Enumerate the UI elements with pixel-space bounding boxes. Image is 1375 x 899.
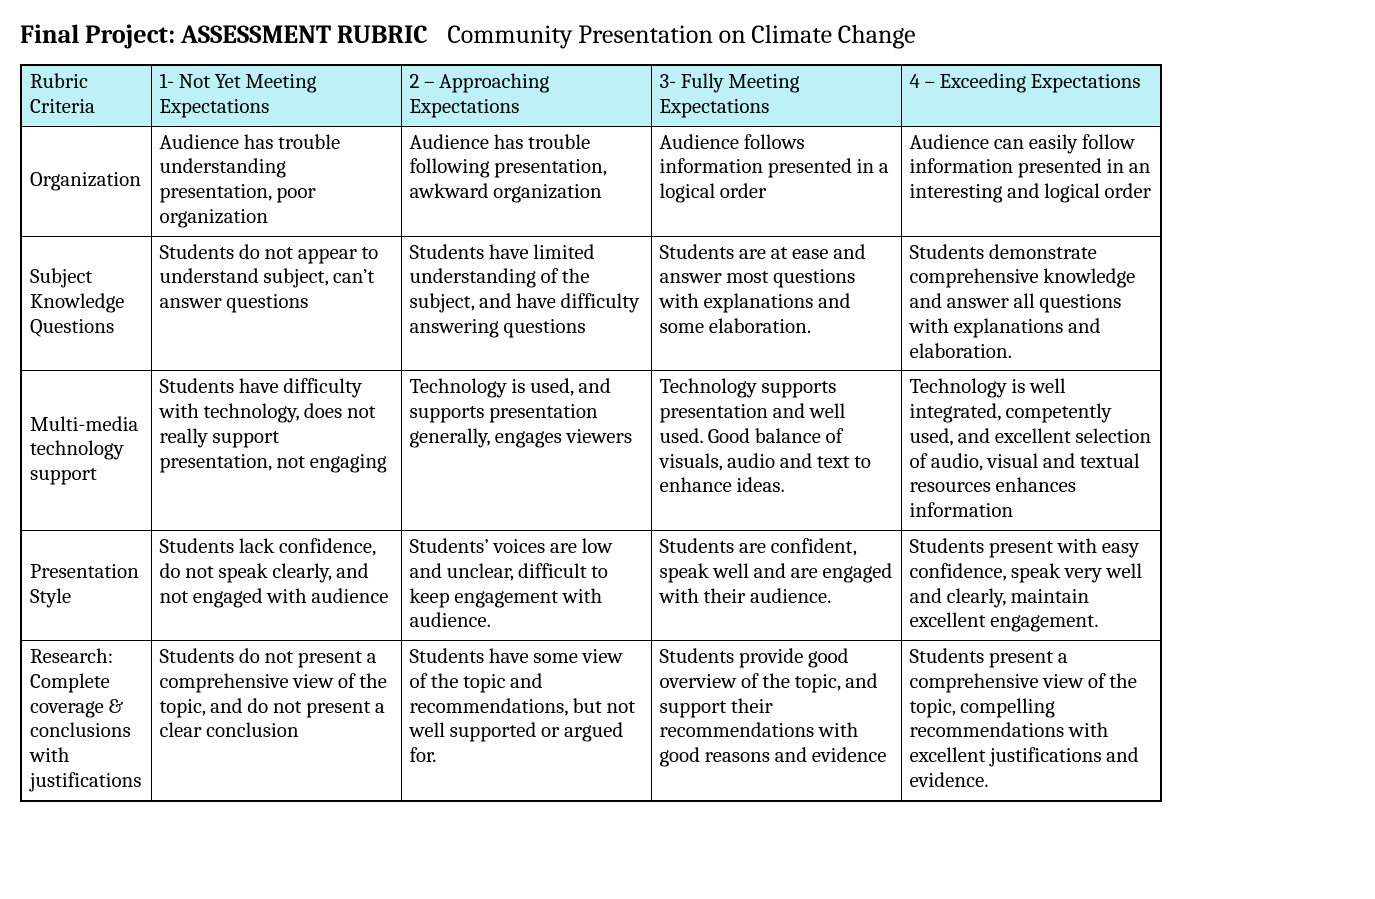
table-header-row: Rubric Criteria 1- Not Yet Meeting Expec…: [21, 65, 1161, 126]
rubric-cell: Technology is used, and supports present…: [401, 371, 651, 531]
rubric-cell: Students are at ease and answer most que…: [651, 236, 901, 371]
col-header-level-3: 3- Fully Meeting Expectations: [651, 65, 901, 126]
rubric-cell: Audience has trouble understanding prese…: [151, 126, 401, 236]
rubric-cell: Students have difficulty with technology…: [151, 371, 401, 531]
row-criterion: Research: Complete coverage & conclusion…: [21, 641, 151, 801]
rubric-cell: Students have some view of the topic and…: [401, 641, 651, 801]
table-row: Multi-media technology supportStudents h…: [21, 371, 1161, 531]
rubric-cell: Audience has trouble following presentat…: [401, 126, 651, 236]
col-header-criteria: Rubric Criteria: [21, 65, 151, 126]
rubric-cell: Students do not present a comprehensive …: [151, 641, 401, 801]
row-criterion: Presentation Style: [21, 531, 151, 641]
rubric-cell: Technology is well integrated, competent…: [901, 371, 1161, 531]
page-title: Final Project: ASSESSMENT RUBRIC Communi…: [20, 20, 1355, 50]
table-row: Research: Complete coverage & conclusion…: [21, 641, 1161, 801]
rubric-cell: Students present a comprehensive view of…: [901, 641, 1161, 801]
table-row: OrganizationAudience has trouble underst…: [21, 126, 1161, 236]
rubric-body: OrganizationAudience has trouble underst…: [21, 126, 1161, 801]
table-row: Presentation StyleStudents lack confiden…: [21, 531, 1161, 641]
rubric-cell: Students lack confidence, do not speak c…: [151, 531, 401, 641]
rubric-cell: Students demonstrate comprehensive knowl…: [901, 236, 1161, 371]
table-row: Subject Knowledge QuestionsStudents do n…: [21, 236, 1161, 371]
rubric-cell: Audience follows information presented i…: [651, 126, 901, 236]
col-header-level-4: 4 – Exceeding Expectations: [901, 65, 1161, 126]
rubric-cell: Students present with easy confidence, s…: [901, 531, 1161, 641]
row-criterion: Multi-media technology support: [21, 371, 151, 531]
rubric-cell: Students are confident, speak well and a…: [651, 531, 901, 641]
row-criterion: Subject Knowledge Questions: [21, 236, 151, 371]
rubric-cell: Students’ voices are low and unclear, di…: [401, 531, 651, 641]
col-header-level-1: 1- Not Yet Meeting Expectations: [151, 65, 401, 126]
rubric-cell: Students provide good overview of the to…: [651, 641, 901, 801]
row-criterion: Organization: [21, 126, 151, 236]
rubric-cell: Students do not appear to understand sub…: [151, 236, 401, 371]
rubric-cell: Audience can easily follow information p…: [901, 126, 1161, 236]
rubric-table: Rubric Criteria 1- Not Yet Meeting Expec…: [20, 64, 1162, 802]
col-header-level-2: 2 – Approaching Expectations: [401, 65, 651, 126]
rubric-cell: Technology supports presentation and wel…: [651, 371, 901, 531]
title-main: Final Project: ASSESSMENT RUBRIC: [20, 20, 428, 50]
title-subtitle: Community Presentation on Climate Change: [447, 20, 915, 50]
rubric-cell: Students have limited understanding of t…: [401, 236, 651, 371]
